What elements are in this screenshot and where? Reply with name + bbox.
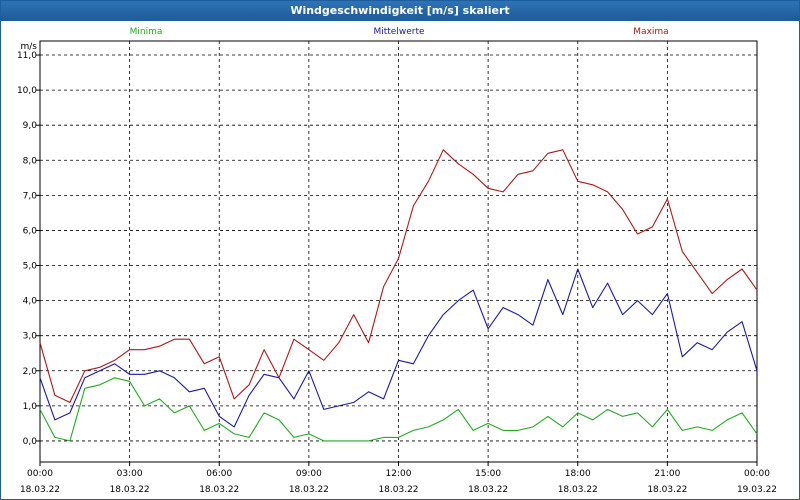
x-tick-date: 18.03.22 — [20, 485, 60, 495]
plot-frame — [39, 40, 758, 463]
series — [39, 149, 758, 442]
series-line-maxima — [39, 149, 758, 403]
x-tick-time: 00:00 — [744, 469, 770, 479]
x-tick-time: 06:00 — [206, 469, 232, 479]
series-line-mittelwerte — [39, 268, 758, 428]
legend-entry-maxima: Maxima — [633, 27, 668, 37]
x-tick-date: 18.03.22 — [647, 485, 687, 495]
x-tick-time: 12:00 — [386, 469, 412, 479]
legend: Minima Mittelwerte Maxima — [130, 27, 669, 37]
grid — [40, 41, 758, 462]
x-tick-date: 18.03.22 — [110, 485, 150, 495]
x-tick-date: 18.03.22 — [289, 485, 329, 495]
y-tick-label: 5,0 — [23, 262, 38, 272]
y-tick-label: 9,0 — [23, 121, 38, 131]
x-tick-date: 19.03.22 — [737, 485, 777, 495]
y-tick-label: 6,0 — [23, 226, 38, 236]
y-tick-label: 0,0 — [23, 437, 38, 447]
y-tick-label: 4,0 — [23, 297, 38, 307]
x-tick-date: 18.03.22 — [558, 485, 598, 495]
y-tick-label: 7,0 — [23, 191, 38, 201]
legend-entry-mittelwerte: Mittelwerte — [373, 27, 424, 37]
y-tick-label: 8,0 — [23, 156, 38, 166]
x-tick-time: 21:00 — [654, 469, 680, 479]
x-tick-time: 00:00 — [27, 469, 53, 479]
x-tick-time: 18:00 — [565, 469, 591, 479]
y-tick-label: 1,0 — [23, 402, 38, 412]
y-tick-label: 10,0 — [17, 86, 37, 96]
y-axis-label: m/s — [21, 42, 38, 52]
x-tick-date: 18.03.22 — [468, 485, 508, 495]
x-tick-time: 09:00 — [296, 469, 322, 479]
axes: 0,0 1,0 2,0 3,0 4,0 5,0 6,0 7,0 8,0 9,0 10,0 11,0m/… — [17, 40, 777, 495]
x-tick-time: 15:00 — [475, 469, 501, 479]
window-title: Windgeschwindigkeit [m/s] skaliert — [1, 1, 799, 21]
x-tick-date: 18.03.22 — [378, 485, 418, 495]
legend-entry-minima: Minima — [130, 27, 163, 37]
x-tick-time: 03:00 — [117, 469, 143, 479]
y-tick-label: 11,0 — [17, 51, 37, 61]
x-tick-date: 18.03.22 — [199, 485, 239, 495]
series-line-minima — [39, 377, 758, 442]
y-tick-label: 3,0 — [23, 332, 38, 342]
y-tick-label: 2,0 — [23, 367, 38, 377]
